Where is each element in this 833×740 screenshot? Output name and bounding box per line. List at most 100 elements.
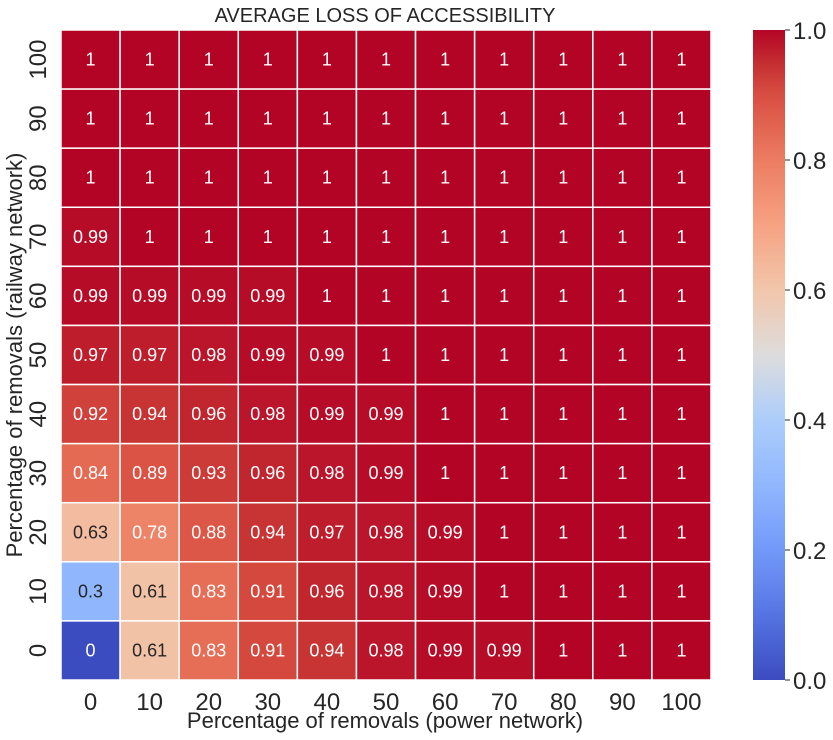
y-tick-label: 90 — [25, 105, 52, 132]
heatmap-cell — [532, 561, 594, 622]
heatmap-cell — [532, 88, 594, 149]
cell-value-label: 1 — [558, 50, 568, 70]
cell-value-label: 0.99 — [368, 463, 403, 483]
cell-value-label: 1 — [499, 404, 509, 424]
cell-value-label: 1 — [617, 50, 627, 70]
cell-value-label: 1 — [145, 50, 155, 70]
cell-value-label: 1 — [145, 168, 155, 188]
heatmap-cell — [592, 620, 653, 681]
heatmap-cell — [237, 442, 299, 504]
heatmap-cell — [119, 265, 180, 327]
cell-value-label: 1 — [499, 581, 509, 601]
x-tick-label: 20 — [195, 689, 222, 716]
cell-value-label: 0.84 — [73, 463, 108, 483]
cell-value-label: 1 — [676, 345, 686, 365]
cell-value-label: 0.99 — [309, 404, 344, 424]
colorbar-tick-label: 0.2 — [793, 538, 826, 565]
heatmap-cell — [119, 442, 180, 504]
cell-value-label: 1 — [322, 227, 332, 247]
heatmap-cell — [237, 265, 299, 327]
cell-value-label: 0.91 — [250, 581, 285, 601]
cell-value-label: 0.96 — [250, 463, 285, 483]
colorbar — [753, 30, 785, 680]
x-axis-ticks: 0 10 20 30 40 50 60 70 80 90 100 — [84, 689, 702, 716]
heatmap-cell — [178, 501, 240, 563]
cell-value-label: 1 — [440, 404, 450, 424]
y-tick-label: 20 — [25, 519, 52, 546]
cell-value-label: 1 — [145, 227, 155, 247]
cell-value-label: 1 — [499, 345, 509, 365]
heatmap-cell — [592, 383, 653, 445]
heatmap-cell — [60, 88, 121, 149]
x-axis-label: Percentage of removals (power network) — [187, 708, 583, 733]
cell-value-label: 1 — [617, 640, 627, 660]
heatmap-cell — [414, 206, 476, 268]
cell-value-label: 1 — [558, 581, 568, 601]
heatmap-cell — [651, 383, 712, 445]
heatmap-cell — [651, 442, 712, 504]
colorbar-tick-label: 1.0 — [793, 18, 826, 45]
heatmap-cell — [355, 29, 417, 90]
colorbar-tick-label: 0.6 — [793, 278, 826, 305]
cell-value-label: 1 — [676, 109, 686, 129]
heatmap-cell — [60, 442, 121, 504]
heatmap-cell — [60, 265, 121, 327]
y-tick-label: 40 — [25, 401, 52, 428]
cell-value-label: 0.94 — [250, 522, 285, 542]
cell-value-label: 1 — [381, 227, 391, 247]
cell-value-label: 1 — [440, 227, 450, 247]
x-tick-label: 30 — [254, 689, 281, 716]
cell-value-label: 0.61 — [132, 581, 167, 601]
y-axis-label: Percentage of removals (railway network) — [2, 153, 27, 558]
cell-value-label: 1 — [86, 168, 96, 188]
cell-value-label: 0.98 — [368, 522, 403, 542]
heatmap-cell — [532, 206, 594, 268]
heatmap-cell — [651, 147, 712, 209]
heatmap-cell — [532, 147, 594, 209]
cell-value-label: 0.98 — [368, 581, 403, 601]
cell-value-label: 0 — [86, 640, 96, 660]
cell-value-label: 1 — [204, 227, 214, 247]
cell-value-label: 1 — [322, 109, 332, 129]
cell-value-label: 0.99 — [428, 581, 463, 601]
heatmap-cell — [414, 88, 476, 149]
heatmap-cell — [651, 88, 712, 149]
heatmap-cell — [651, 501, 712, 563]
cell-value-label: 1 — [381, 168, 391, 188]
heatmap-cell — [60, 147, 121, 209]
heatmap-cell — [60, 501, 121, 563]
cell-value-label: 1 — [617, 463, 627, 483]
heatmap-cell — [178, 206, 240, 268]
heatmap-cell — [473, 442, 535, 504]
y-tick-label: 30 — [25, 460, 52, 487]
cell-value-label: 0.98 — [250, 404, 285, 424]
cell-value-label: 1 — [499, 522, 509, 542]
cell-value-label: 1 — [676, 50, 686, 70]
cell-value-label: 1 — [499, 109, 509, 129]
cell-value-label: 0.94 — [309, 640, 344, 660]
heatmap-cell — [651, 29, 712, 90]
cell-value-label: 0.93 — [191, 463, 226, 483]
cell-value-label: 1 — [617, 581, 627, 601]
cell-value-label: 0.63 — [73, 522, 108, 542]
cell-value-label: 0.83 — [191, 581, 226, 601]
cell-value-label: 1 — [558, 640, 568, 660]
heatmap-cell — [355, 383, 417, 445]
cell-value-label: 0.83 — [191, 640, 226, 660]
chart-title: AVERAGE LOSS OF ACCESSIBILITY — [215, 5, 556, 27]
colorbar-tick-label: 0.4 — [793, 408, 826, 435]
cell-value-label: 1 — [204, 50, 214, 70]
cell-value-label: 1 — [558, 404, 568, 424]
cell-value-label: 0.99 — [191, 286, 226, 306]
heatmap-cell — [473, 501, 535, 563]
cell-value-label: 1 — [499, 227, 509, 247]
cell-value-label: 1 — [617, 227, 627, 247]
cell-value-label: 0.97 — [73, 345, 108, 365]
heatmap-cell — [178, 383, 240, 445]
heatmap-cell — [414, 265, 476, 327]
cell-value-label: 0.99 — [73, 286, 108, 306]
heatmap-cell — [237, 561, 299, 622]
heatmap-cell — [355, 265, 417, 327]
heatmap-cell — [592, 29, 653, 90]
